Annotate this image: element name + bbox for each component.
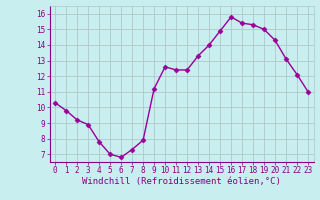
X-axis label: Windchill (Refroidissement éolien,°C): Windchill (Refroidissement éolien,°C) [82, 177, 281, 186]
